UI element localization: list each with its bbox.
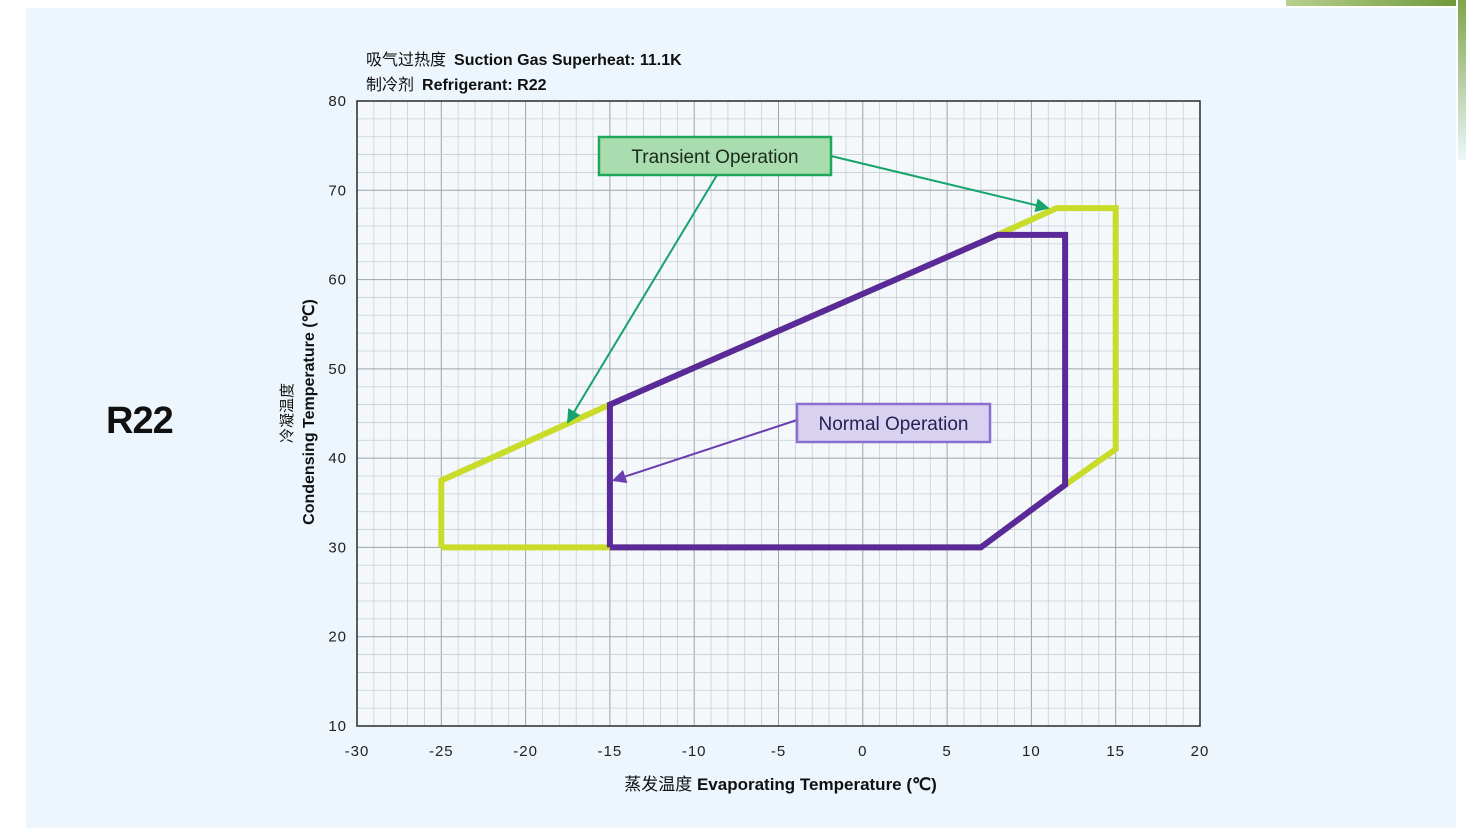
refrigerant-label-cn: 制冷剂 [366,77,415,94]
transient-operation-label-box [597,135,833,177]
superheat-label-cn: 吸气过热度 [366,52,447,69]
y-tick-label: 30 [328,539,347,556]
leaf-decoration-edge [1458,0,1466,160]
normal-operation-label-box [795,402,992,444]
y-tick-label: 10 [328,718,347,735]
plot-frame [356,100,1201,727]
transient-operation-label-text: Transient Operation [631,147,798,168]
x-axis-label-cn: 蒸发温度 [624,775,697,794]
leaf-decoration [1286,0,1456,6]
normal-operation-label-text: Normal Operation [819,414,969,435]
y-axis-label-cn: 冷凝温度 [279,383,296,443]
x-tick-label: -20 [513,743,538,760]
refrigerant-title: R22 [106,400,174,442]
x-tick-label: 10 [1022,743,1041,760]
x-tick-label: -30 [345,743,370,760]
x-tick-label: -25 [429,743,454,760]
x-tick-label: 20 [1191,743,1210,760]
x-tick-label: 15 [1106,743,1125,760]
transient-operation-label-arrow [830,155,1050,213]
x-tick-label: -15 [598,743,623,760]
x-tick-label: -10 [682,743,707,760]
x-axis-label: 蒸发温度 Evaporating Temperature (℃) [624,775,937,794]
superheat-line: 吸气过热度 Suction Gas Superheat: 11.1K [366,48,682,73]
refrigerant-line: 制冷剂 Refrigerant: R22 [366,73,682,98]
y-axis-label-en: Condensing Temperature (℃) [301,299,318,525]
x-tick-label: 0 [858,743,867,760]
x-tick-label: -5 [771,743,786,760]
y-tick-label: 80 [328,93,347,110]
normal-operation-label-arrow [611,419,798,484]
chart-header: 吸气过热度 Suction Gas Superheat: 11.1K 制冷剂 Ref… [366,48,682,98]
y-tick-label: 20 [328,629,347,646]
y-tick-label: 50 [328,361,347,378]
normal-operation-envelope [606,231,1069,551]
x-axis-label-en: Evaporating Temperature (℃) [697,775,937,794]
superheat-label-en: Suction Gas Superheat: 11.1K [454,52,682,69]
transient-operation-label-arrow [566,174,718,424]
y-axis-label-group: 冷凝温度 Condensing Temperature (℃) [279,299,318,525]
y-tick-label: 60 [328,272,347,289]
y-tick-label: 70 [328,182,347,199]
refrigerant-label-en: Refrigerant: R22 [422,77,547,94]
x-tick-label: 5 [942,743,951,760]
y-tick-label: 40 [328,450,347,467]
